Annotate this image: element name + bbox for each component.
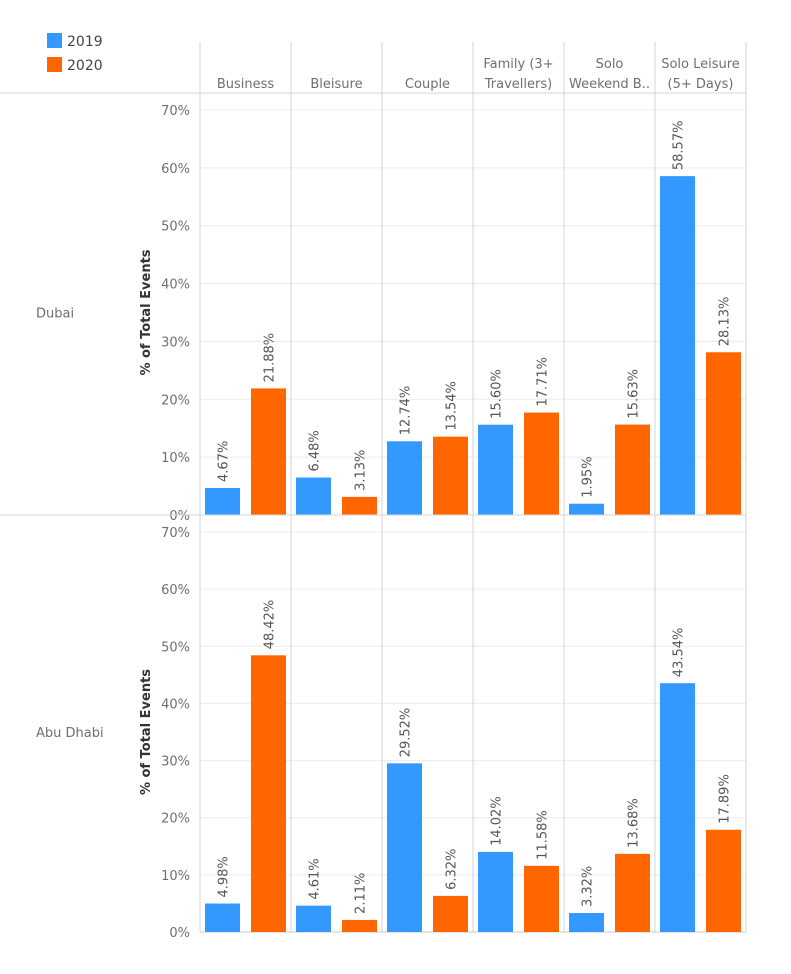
data-label: 58.57% bbox=[672, 121, 687, 171]
bar-abu-dhabi-2019-5 bbox=[660, 683, 695, 932]
data-label: 29.52% bbox=[399, 708, 414, 758]
data-label: 4.98% bbox=[217, 856, 232, 897]
y-tick-label: 70% bbox=[161, 526, 190, 541]
bar-abu-dhabi-2019-3 bbox=[478, 851, 513, 932]
bar-dubai-2020-0 bbox=[251, 388, 286, 515]
bar-abu-dhabi-2020-0 bbox=[251, 655, 286, 932]
column-header-0-line-0: Business bbox=[217, 77, 275, 92]
y-axis-title: % of Total Events bbox=[139, 249, 154, 375]
row-label-1: Abu Dhabi bbox=[36, 726, 104, 741]
bar-abu-dhabi-2020-1 bbox=[342, 919, 377, 932]
data-label: 2.11% bbox=[354, 873, 369, 914]
bar-dubai-2020-3 bbox=[524, 412, 559, 515]
column-header-5-line-0: Solo Leisure bbox=[661, 57, 740, 72]
bar-abu-dhabi-2019-2 bbox=[387, 763, 422, 932]
y-tick-label: 10% bbox=[161, 451, 190, 466]
column-header-4-line-0: Solo bbox=[596, 57, 624, 72]
y-tick-label: 50% bbox=[161, 220, 190, 235]
y-tick-label: 30% bbox=[161, 335, 190, 350]
data-label: 11.58% bbox=[536, 810, 551, 860]
legend-label-2019: 2019 bbox=[67, 34, 103, 50]
y-tick-label: 60% bbox=[161, 162, 190, 177]
y-tick-label: 20% bbox=[161, 393, 190, 408]
bar-dubai-2020-2 bbox=[433, 436, 468, 515]
data-label: 3.13% bbox=[354, 450, 369, 491]
bar-dubai-2019-0 bbox=[205, 487, 240, 515]
y-tick-label: 0% bbox=[169, 926, 190, 941]
bar-abu-dhabi-2019-0 bbox=[205, 903, 240, 932]
y-tick-label: 30% bbox=[161, 755, 190, 770]
column-header-5-line-1: (5+ Days) bbox=[668, 77, 734, 92]
bar-abu-dhabi-2020-5 bbox=[706, 829, 741, 932]
y-tick-label: 40% bbox=[161, 278, 190, 293]
bar-dubai-2020-1 bbox=[342, 496, 377, 515]
bar-dubai-2019-1 bbox=[296, 477, 331, 515]
data-label: 28.13% bbox=[718, 297, 733, 347]
y-tick-label: 40% bbox=[161, 697, 190, 712]
data-label: 6.48% bbox=[308, 430, 323, 471]
data-label: 43.54% bbox=[672, 628, 687, 678]
data-label: 3.32% bbox=[581, 866, 596, 907]
data-label: 14.02% bbox=[490, 796, 505, 846]
y-axis-title: % of Total Events bbox=[139, 669, 154, 795]
legend-swatch-2020 bbox=[47, 57, 62, 72]
y-tick-label: 50% bbox=[161, 640, 190, 655]
row-label-0: Dubai bbox=[36, 307, 74, 322]
data-label: 17.89% bbox=[718, 774, 733, 824]
bar-dubai-2019-5 bbox=[660, 176, 695, 515]
column-header-2-line-0: Couple bbox=[405, 77, 450, 92]
data-label: 6.32% bbox=[445, 849, 460, 890]
data-label: 15.60% bbox=[490, 369, 505, 419]
data-label: 4.61% bbox=[308, 858, 323, 899]
legend-swatch-2019 bbox=[47, 33, 62, 48]
y-tick-label: 0% bbox=[169, 509, 190, 524]
bar-abu-dhabi-2020-2 bbox=[433, 895, 468, 932]
bar-dubai-2020-4 bbox=[615, 424, 650, 515]
data-label: 48.42% bbox=[263, 600, 278, 650]
bar-dubai-2019-2 bbox=[387, 441, 422, 515]
data-label: 1.95% bbox=[581, 456, 596, 497]
y-tick-label: 60% bbox=[161, 583, 190, 598]
data-label: 4.67% bbox=[217, 441, 232, 482]
column-header-1-line-0: Bleisure bbox=[310, 77, 362, 92]
data-label: 21.88% bbox=[263, 333, 278, 383]
bar-dubai-2019-4 bbox=[569, 503, 604, 515]
legend-label-2020: 2020 bbox=[67, 58, 103, 74]
data-label: 15.63% bbox=[627, 369, 642, 419]
data-label: 13.68% bbox=[627, 798, 642, 848]
column-header-4-line-1: Weekend B.. bbox=[569, 77, 650, 92]
bar-abu-dhabi-2019-1 bbox=[296, 905, 331, 932]
y-tick-label: 70% bbox=[161, 104, 190, 119]
bar-abu-dhabi-2019-4 bbox=[569, 913, 604, 932]
y-tick-label: 10% bbox=[161, 869, 190, 884]
bar-dubai-2020-5 bbox=[706, 352, 741, 515]
y-tick-label: 20% bbox=[161, 812, 190, 827]
column-header-3-line-1: Travellers) bbox=[484, 77, 552, 92]
data-label: 13.54% bbox=[445, 381, 460, 431]
bar-dubai-2019-3 bbox=[478, 424, 513, 515]
column-header-3-line-0: Family (3+ bbox=[483, 57, 553, 72]
data-label: 17.71% bbox=[536, 357, 551, 407]
bar-abu-dhabi-2020-4 bbox=[615, 853, 650, 932]
data-label: 12.74% bbox=[399, 386, 414, 436]
bar-abu-dhabi-2020-3 bbox=[524, 865, 559, 932]
